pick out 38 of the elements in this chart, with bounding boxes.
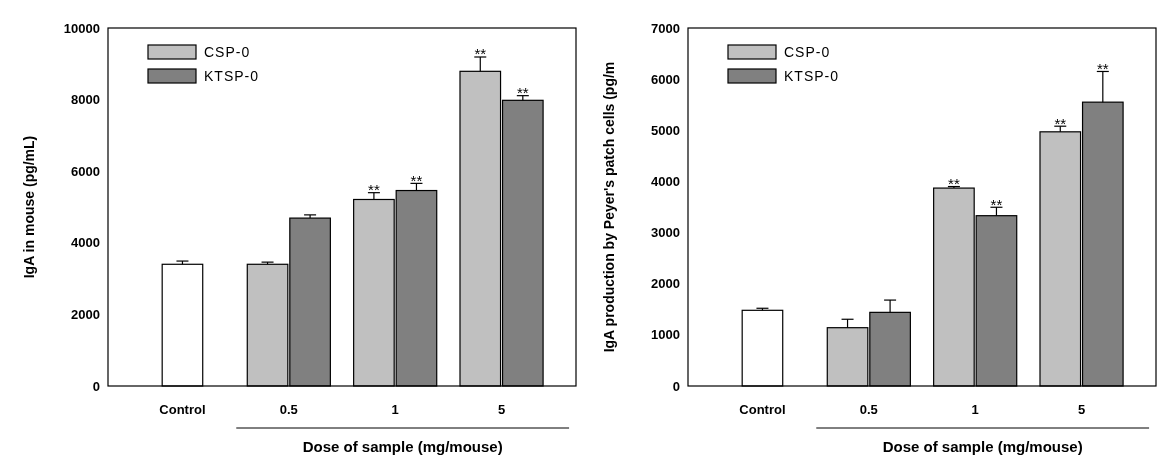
y-tick-label: 5000	[651, 122, 680, 138]
annotation: **	[1054, 114, 1067, 132]
x-tick-label: 5	[1077, 402, 1086, 417]
x-tick-label: 1	[391, 402, 399, 417]
y-tick-label: 10000	[63, 20, 100, 36]
legend-label: KTSP-0	[784, 67, 840, 84]
y-tick-label: 3000	[651, 225, 680, 241]
x-tick-label: Control	[739, 402, 786, 417]
y-tick-label: 8000	[71, 92, 100, 108]
x-tick-label: 1	[971, 402, 979, 417]
x-tick-label: 0.5	[859, 402, 878, 417]
annotation: **	[1096, 59, 1109, 77]
y-tick-label: 0	[672, 378, 680, 394]
legend-label: CSP-0	[204, 43, 251, 60]
x-tick-label: 5	[497, 402, 506, 417]
legend-label: CSP-0	[784, 43, 831, 60]
y-tick-label: 4000	[651, 173, 680, 189]
annotation: **	[990, 195, 1003, 213]
annotation: **	[474, 45, 487, 63]
y-axis-title: IgA production by Peyer's patch cells (pg/m	[601, 61, 617, 353]
y-tick-label: 7000	[651, 20, 680, 36]
annotation: **	[948, 175, 960, 193]
y-tick-label: 2000	[651, 276, 680, 292]
y-tick-label: 6000	[71, 163, 100, 179]
y-tick-label: 6000	[651, 71, 680, 87]
x-axis-title: Dose of sample (mg/mouse)	[882, 438, 1083, 455]
y-tick-label: 2000	[71, 306, 100, 322]
annotation: **	[368, 181, 380, 199]
annotation: **	[410, 171, 423, 189]
y-tick-label: 4000	[71, 235, 100, 251]
x-tick-label: 0.5	[279, 402, 298, 417]
x-tick-label: Control	[159, 402, 206, 417]
legend-label: KTSP-0	[204, 67, 260, 84]
y-tick-label: 1000	[651, 327, 680, 343]
y-tick-label: 0	[92, 378, 100, 394]
x-axis-title: Dose of sample (mg/mouse)	[302, 438, 503, 455]
annotation: **	[516, 84, 529, 102]
y-axis-title: IgA in mouse (pg/mL)	[21, 135, 37, 279]
